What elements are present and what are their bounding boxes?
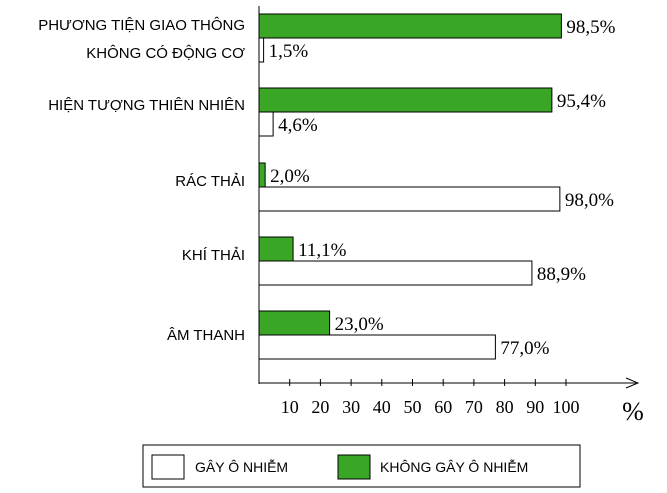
x-tick-label: 60 (434, 397, 452, 417)
bar-khong-gay-o-nhiem (258, 162, 266, 188)
data-label: 88,9% (537, 264, 586, 285)
category-label: KHÍ THẢI (182, 247, 245, 264)
category-label: RÁC THẢI (175, 173, 245, 190)
x-axis-arrow (625, 377, 640, 389)
bar-gay-o-nhiem (258, 111, 274, 137)
x-tick-label: 100 (553, 397, 580, 417)
category-label: KHÔNG CÓ ĐỘNG CƠ (86, 45, 245, 62)
x-tick-label: 50 (404, 397, 422, 417)
legend-label-khong-gay-o-nhiem: KHÔNG GÂY Ô NHIỄM (380, 459, 528, 475)
data-label: 95,4% (557, 91, 606, 112)
data-label: 98,5% (566, 17, 615, 38)
x-tick-label: 10 (281, 397, 299, 417)
x-tick-label: 80 (496, 397, 514, 417)
bar-khong-gay-o-nhiem (258, 87, 553, 113)
data-label: 11,1% (298, 240, 347, 261)
bar-gay-o-nhiem (258, 334, 496, 360)
bar-gay-o-nhiem (258, 37, 265, 63)
bar-khong-gay-o-nhiem (258, 13, 562, 39)
legend-swatch-khong-gay-o-nhiem (337, 454, 371, 480)
category-label: PHƯƠNG TIỆN GIAO THÔNG (38, 17, 245, 34)
category-label: HIỆN TƯỢNG THIÊN NHIÊN (48, 97, 245, 114)
bar-gay-o-nhiem (258, 260, 533, 286)
x-tick-label: 70 (465, 397, 483, 417)
data-label: 23,0% (335, 314, 384, 335)
legend-label-gay-o-nhiem: GÂY Ô NHIỄM (195, 459, 288, 475)
x-tick-label: 90 (526, 397, 544, 417)
data-label: 2,0% (270, 166, 310, 187)
data-label: 4,6% (278, 115, 318, 136)
x-unit-label: % (622, 397, 644, 426)
bar-khong-gay-o-nhiem (258, 236, 294, 262)
data-label: 77,0% (500, 338, 549, 359)
data-label: 1,5% (269, 41, 309, 62)
legend-swatch-gay-o-nhiem (151, 454, 185, 480)
bar-gay-o-nhiem (258, 186, 561, 212)
x-tick-label: 20 (311, 397, 329, 417)
x-tick-label: 40 (373, 397, 391, 417)
data-label: 98,0% (565, 190, 614, 211)
category-label: ÂM THANH (167, 327, 245, 344)
x-tick-label: 30 (342, 397, 360, 417)
bar-khong-gay-o-nhiem (258, 310, 331, 336)
